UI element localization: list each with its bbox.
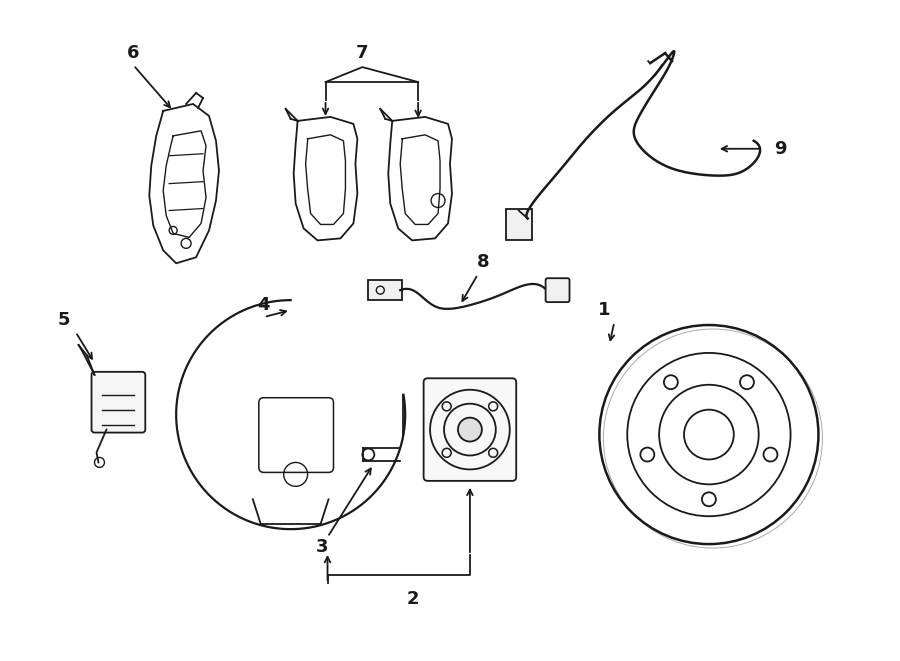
Text: 2: 2	[407, 590, 419, 608]
Text: 4: 4	[257, 296, 270, 314]
Text: 7: 7	[356, 44, 369, 62]
Text: 6: 6	[127, 44, 140, 62]
Text: 9: 9	[774, 139, 787, 158]
Text: 5: 5	[58, 311, 70, 329]
FancyBboxPatch shape	[506, 208, 532, 241]
FancyBboxPatch shape	[424, 378, 517, 481]
FancyBboxPatch shape	[368, 280, 402, 300]
Text: 8: 8	[476, 253, 490, 271]
Text: 3: 3	[316, 538, 328, 556]
Circle shape	[458, 418, 482, 442]
FancyBboxPatch shape	[92, 372, 145, 432]
FancyBboxPatch shape	[545, 278, 570, 302]
Text: 1: 1	[598, 301, 610, 319]
